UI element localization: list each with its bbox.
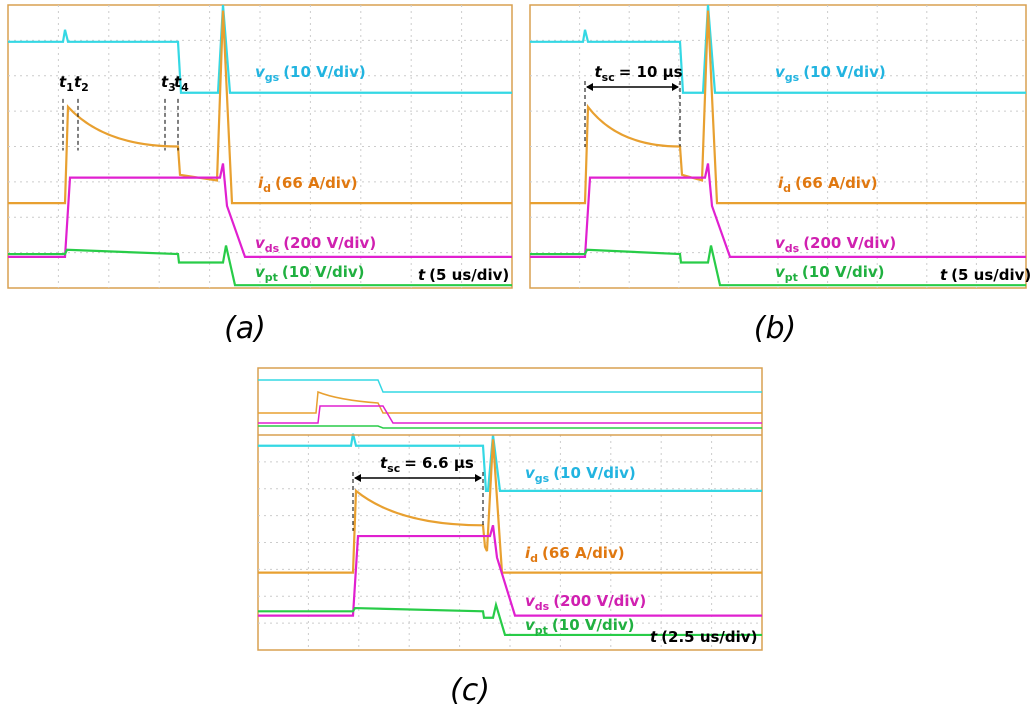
scale: (10 V/div) bbox=[803, 63, 886, 81]
caption: (a) bbox=[224, 311, 266, 346]
scale: (66 A/div) bbox=[275, 174, 358, 192]
scale: (66 A/div) bbox=[795, 174, 878, 192]
trace-label: t(5 us/div) bbox=[418, 266, 509, 284]
scale: = 6.6 µs bbox=[404, 454, 474, 472]
subscript: d bbox=[263, 182, 271, 195]
scale: (5 us/div) bbox=[951, 266, 1030, 284]
scale: (200 V/div) bbox=[553, 592, 646, 610]
scale: (10 V/div) bbox=[802, 263, 885, 281]
scale: (10 V/div) bbox=[283, 63, 366, 81]
subscript: sc bbox=[387, 462, 400, 475]
subscript: d bbox=[783, 182, 791, 195]
scale: (66 A/div) bbox=[542, 544, 625, 562]
caption: (b) bbox=[754, 311, 796, 346]
subscript: 1 bbox=[66, 81, 74, 94]
subscript: ds bbox=[265, 242, 280, 255]
scale: = 10 µs bbox=[619, 63, 683, 81]
subscript: 4 bbox=[181, 81, 189, 94]
scale: (10 V/div) bbox=[553, 464, 636, 482]
trace-label: t(2.5 us/div) bbox=[650, 628, 757, 646]
subscript: d bbox=[530, 552, 538, 565]
subscript: gs bbox=[785, 71, 800, 84]
scale: (10 V/div) bbox=[552, 616, 635, 634]
symbol: t bbox=[418, 266, 426, 284]
caption: (c) bbox=[450, 673, 490, 708]
scope-panel: vgs(10 V/div)id(66 A/div)vds(200 V/div)v… bbox=[258, 368, 762, 650]
scale: (200 V/div) bbox=[283, 234, 376, 252]
subscript: pt bbox=[265, 271, 278, 284]
figure: (a) (b) (c) vgs(10 V/div)id(66 A/div)vds… bbox=[0, 0, 1030, 716]
subscript: ds bbox=[785, 242, 800, 255]
subscript: sc bbox=[602, 71, 615, 84]
subscript: gs bbox=[265, 71, 280, 84]
scale: (5 us/div) bbox=[429, 266, 509, 284]
subscript: pt bbox=[785, 271, 798, 284]
subscript: 2 bbox=[81, 81, 89, 94]
subscript: ds bbox=[535, 600, 550, 613]
scope-panel: vgs(10 V/div)id(66 A/div)vds(200 V/div)v… bbox=[530, 5, 1030, 288]
symbol: t bbox=[940, 266, 948, 284]
scale: (200 V/div) bbox=[803, 234, 896, 252]
scale: (10 V/div) bbox=[282, 263, 365, 281]
subscript: gs bbox=[535, 472, 550, 485]
subscript: pt bbox=[535, 624, 548, 637]
trace-label: t(5 us/div) bbox=[940, 266, 1030, 284]
scale: (2.5 us/div) bbox=[661, 628, 757, 646]
scope-panel: vgs(10 V/div)id(66 A/div)vds(200 V/div)v… bbox=[8, 5, 512, 288]
symbol: t bbox=[650, 628, 658, 646]
